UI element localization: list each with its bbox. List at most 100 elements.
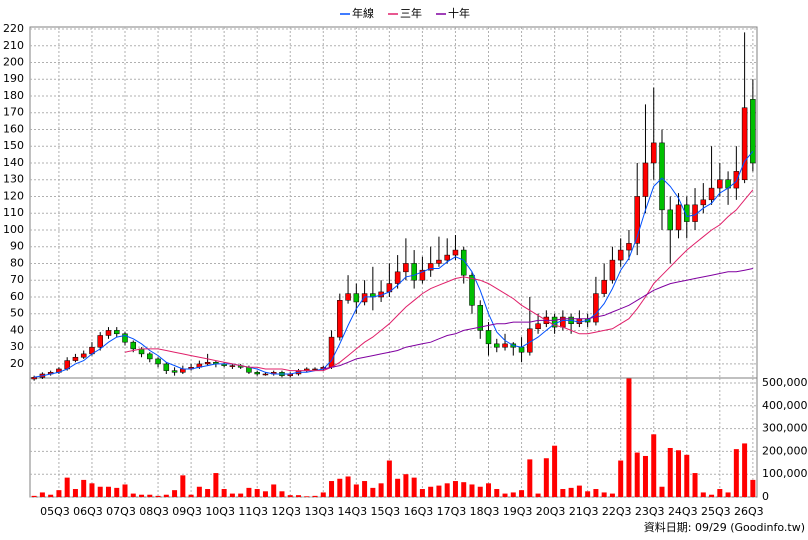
y-tick-label: 30 xyxy=(10,340,24,353)
y-tick-label: 80 xyxy=(10,256,24,269)
candle-body xyxy=(254,372,260,375)
x-tick-label: 21Q3 xyxy=(569,505,599,518)
legend-label: 十年 xyxy=(448,6,470,20)
volume-bar xyxy=(271,484,277,497)
y-tick-label: 100,000 xyxy=(762,467,808,480)
x-tick-label: 24Q3 xyxy=(668,505,698,518)
volume-bar xyxy=(667,447,673,497)
candle-body xyxy=(113,330,120,335)
volume-bar xyxy=(378,483,384,497)
x-tick-label: 07Q3 xyxy=(106,505,136,518)
candle-body xyxy=(518,346,525,353)
candle-body xyxy=(337,300,343,338)
y-tick-label: 70 xyxy=(10,273,24,286)
y-tick-label: 200 xyxy=(3,56,24,69)
y-tick-label: 50 xyxy=(10,307,24,320)
volume-bar xyxy=(618,460,624,497)
candle-body xyxy=(675,204,682,231)
x-tick-label: 18Q3 xyxy=(470,505,500,518)
volume-bar xyxy=(642,455,648,497)
y-tick-label: 40 xyxy=(10,323,24,336)
volume-bar xyxy=(188,494,194,497)
y-tick-label: 90 xyxy=(10,240,24,253)
candle-body xyxy=(700,199,707,206)
candle-body xyxy=(551,316,558,328)
y-tick-label: 140 xyxy=(3,156,24,169)
y-tick-label: 220 xyxy=(3,22,24,35)
volume-bar xyxy=(659,486,665,497)
volume-bar xyxy=(122,484,128,497)
volume-bar xyxy=(733,449,739,497)
volume-bar xyxy=(221,489,227,497)
ma-line xyxy=(323,268,754,370)
volume-bar xyxy=(634,452,640,497)
candle-body xyxy=(163,363,170,371)
y-tick-label: 120 xyxy=(3,189,24,202)
candle-body xyxy=(717,179,723,189)
volume-bar xyxy=(593,489,599,497)
volume-bar xyxy=(246,487,252,497)
volume-bar xyxy=(502,493,508,497)
volume-bar xyxy=(609,493,615,497)
legend-label: 年線 xyxy=(352,6,374,20)
volume-bar xyxy=(262,491,268,497)
volume-bar xyxy=(709,494,715,497)
candle-body xyxy=(427,263,434,271)
y-tick-label: 150 xyxy=(3,139,24,152)
candle-body xyxy=(155,358,161,365)
volume-bar xyxy=(370,487,376,497)
volume-bar xyxy=(386,460,392,497)
candle-body xyxy=(502,343,508,348)
x-tick-label: 26Q3 xyxy=(734,505,764,518)
candle-body xyxy=(419,269,426,281)
candle-body xyxy=(312,368,318,371)
y-tick-label: 200,000 xyxy=(762,444,808,457)
candle-body xyxy=(130,341,137,350)
y-tick-label: 160 xyxy=(3,122,24,135)
volume-bar xyxy=(56,490,62,497)
candle-body xyxy=(353,293,360,303)
x-tick-label: 23Q3 xyxy=(635,505,665,518)
volume-bar xyxy=(337,478,343,497)
volume-bar xyxy=(717,489,723,497)
volume-bar xyxy=(105,486,111,497)
candle-body xyxy=(229,365,236,367)
volume-bar xyxy=(510,492,516,497)
x-tick-label: 09Q3 xyxy=(172,505,202,518)
y-tick-label: 500,000 xyxy=(762,376,808,389)
volume-bar xyxy=(601,492,607,497)
volume-bar xyxy=(725,492,731,497)
volume-bar xyxy=(97,486,103,497)
volume-bar xyxy=(428,486,434,497)
candle-body xyxy=(634,196,640,244)
volume-bar xyxy=(147,494,153,497)
volume-bar xyxy=(114,487,120,497)
volume-bar xyxy=(312,495,318,497)
volume-bar xyxy=(676,450,682,497)
candle-body xyxy=(204,362,211,365)
candle-body xyxy=(262,373,269,376)
candle-body xyxy=(667,209,674,231)
x-tick-label: 15Q3 xyxy=(371,505,401,518)
volume-bar xyxy=(48,494,54,497)
volume-bar xyxy=(452,481,458,497)
y-tick-label: 0 xyxy=(762,490,769,503)
ma-line xyxy=(34,150,754,378)
volume-bar xyxy=(411,477,417,497)
candle-body xyxy=(444,254,450,261)
candle-body xyxy=(147,353,153,360)
volume-bar xyxy=(205,489,211,497)
y-tick-label: 300,000 xyxy=(762,422,808,435)
candle-body xyxy=(733,171,740,189)
volume-bar xyxy=(329,481,335,497)
y-tick-label: 400,000 xyxy=(762,399,808,412)
volume-bar xyxy=(469,484,475,497)
y-tick-label: 20 xyxy=(10,357,24,370)
candle-body xyxy=(741,107,748,180)
volume-bar xyxy=(576,485,582,497)
volume-bar xyxy=(139,494,145,497)
x-tick-label: 08Q3 xyxy=(139,505,169,518)
candle-body xyxy=(684,204,690,222)
volume-bar xyxy=(89,483,95,497)
candle-body xyxy=(601,279,607,294)
